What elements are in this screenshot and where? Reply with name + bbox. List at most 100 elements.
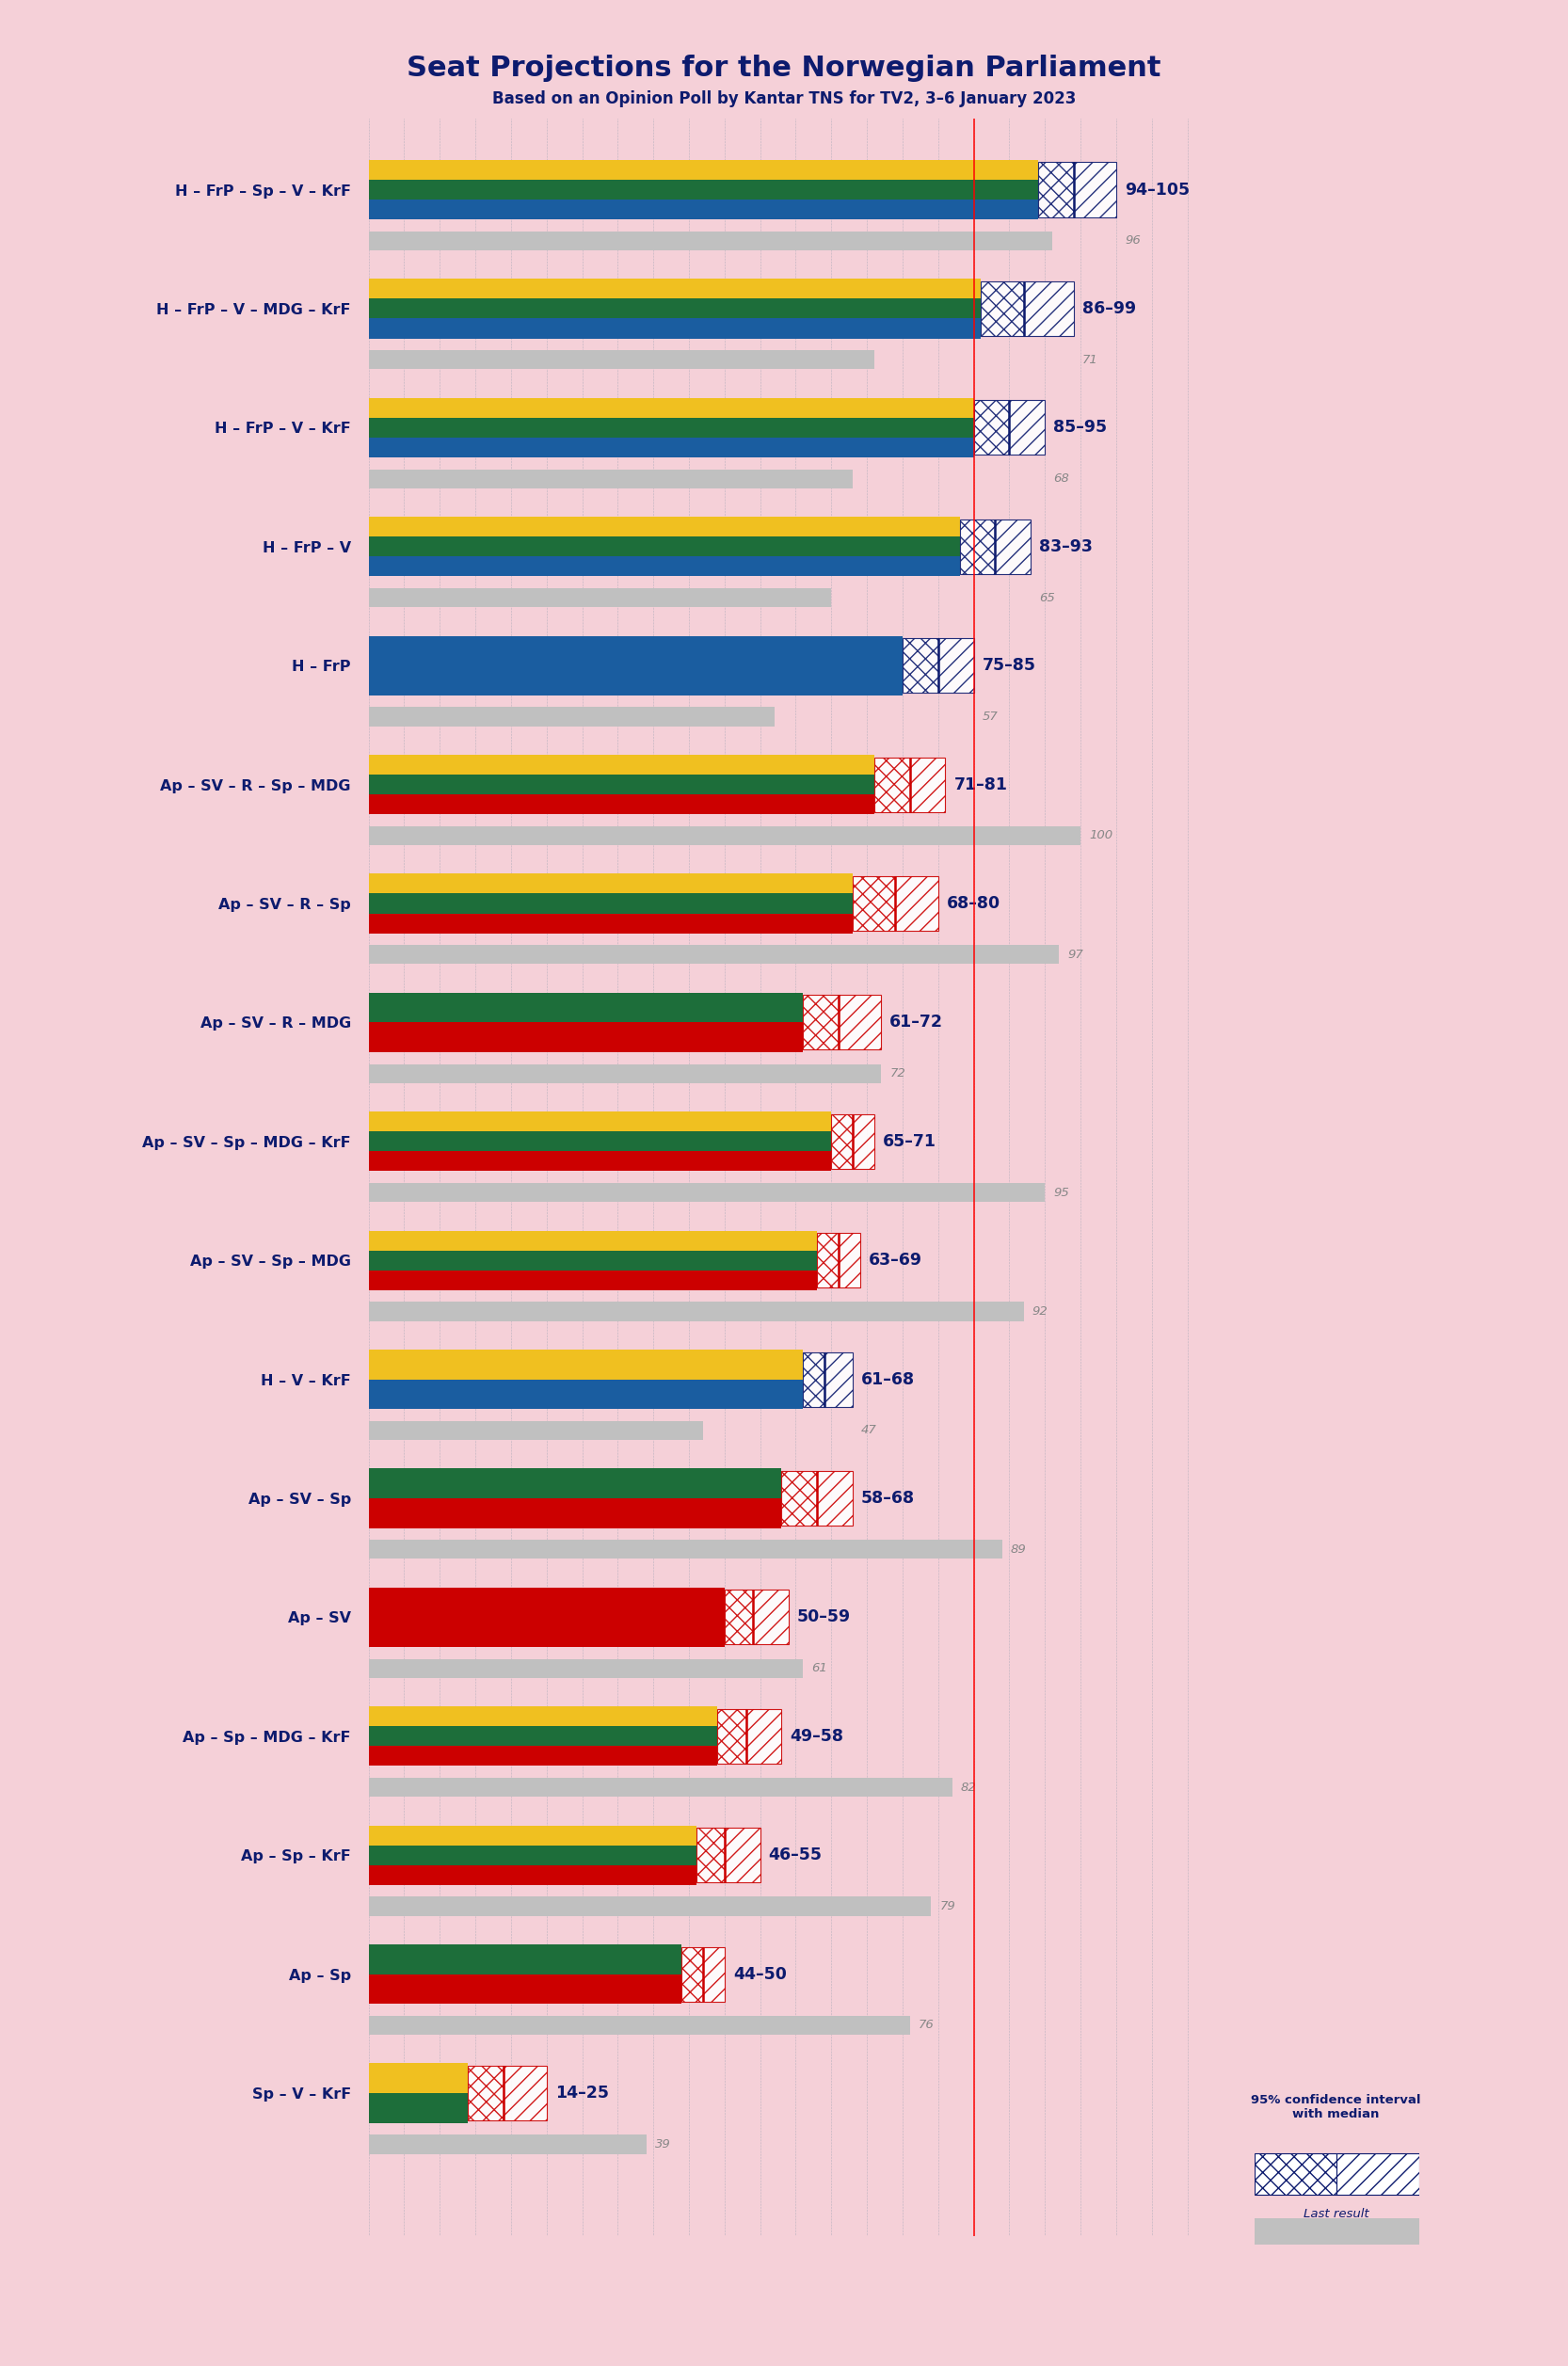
Bar [909,757,946,812]
Bar [974,400,1010,454]
Bar [368,1727,718,1746]
Bar [746,1708,781,1763]
Text: 100: 100 [1090,830,1113,842]
Text: 65: 65 [1040,592,1055,603]
Bar [503,2066,547,2120]
Bar [368,944,1060,963]
Bar [817,1472,853,1526]
Bar [368,1746,718,1765]
Bar [753,1590,789,1644]
Bar [368,350,873,369]
Text: 71–81: 71–81 [953,776,1008,793]
Bar [368,2063,469,2094]
Text: 68–80: 68–80 [947,894,1000,911]
Bar [368,556,960,577]
Text: Based on an Opinion Poll by Kantar TNS for TV2, 3–6 January 2023: Based on an Opinion Poll by Kantar TNS f… [492,90,1076,106]
Text: 49–58: 49–58 [790,1727,844,1744]
Text: 86–99: 86–99 [1082,300,1135,317]
Bar [781,1472,817,1526]
Text: 82: 82 [961,1782,977,1793]
Bar [1024,282,1074,336]
Bar [368,1112,831,1131]
Bar [368,537,960,556]
Bar [1038,163,1074,218]
Text: 50–59: 50–59 [797,1609,851,1625]
Bar [368,873,853,894]
Bar [853,1114,873,1169]
Bar [469,2066,503,2120]
Bar [368,279,982,298]
Text: 75–85: 75–85 [982,658,1036,674]
Text: 47: 47 [861,1424,877,1436]
Text: 61–72: 61–72 [889,1015,944,1032]
Bar [368,298,982,319]
Bar [718,1708,746,1763]
Text: 68: 68 [1054,473,1069,485]
Bar [368,438,974,457]
Bar [938,639,974,693]
Text: 79: 79 [939,1900,955,1912]
Text: 63–69: 63–69 [869,1252,922,1268]
Bar [368,1379,803,1410]
Bar [368,913,853,932]
Bar [368,199,1038,220]
Text: 96: 96 [1124,234,1140,246]
Bar [982,282,1024,336]
Bar [1254,2153,1336,2196]
Bar [368,2134,646,2153]
Bar [368,1864,696,1886]
Bar [368,1540,1002,1559]
Bar [368,795,873,814]
Bar [368,1271,817,1289]
Bar [368,468,853,487]
Bar [368,1706,718,1727]
Bar [368,1469,781,1498]
Bar [853,875,895,930]
Bar [368,1131,831,1152]
Text: 92: 92 [1032,1306,1047,1318]
Text: 14–25: 14–25 [555,2084,608,2101]
Bar [368,419,974,438]
Bar [702,1947,724,2002]
Bar [368,1973,682,2004]
Text: 94–105: 94–105 [1124,182,1190,199]
Bar [368,774,873,795]
Bar [696,1829,724,1883]
Bar [368,1022,803,1053]
Bar [368,826,1080,845]
Bar [368,589,831,608]
Bar [368,1183,1044,1202]
Bar [368,894,853,913]
Text: 89: 89 [1011,1543,1027,1554]
Bar [817,1233,839,1287]
Text: 44–50: 44–50 [734,1966,787,1983]
Bar [368,707,775,726]
Bar [368,1827,696,1845]
Bar [368,516,960,537]
Bar [368,1301,1024,1320]
Bar [839,1233,859,1287]
Bar [1336,2153,1419,2196]
Bar [368,1349,803,1379]
Bar [368,636,903,665]
Bar [368,1498,781,1528]
Text: 46–55: 46–55 [768,1848,822,1864]
Text: 71: 71 [1082,353,1098,367]
Bar [368,665,903,696]
Bar [368,1152,831,1171]
Bar [368,232,1052,251]
Bar [960,518,996,575]
Bar [368,1252,817,1271]
Text: 95: 95 [1054,1185,1069,1200]
Text: 61: 61 [811,1663,828,1675]
Text: 83–93: 83–93 [1040,537,1093,556]
Bar [368,1659,803,1677]
Bar [895,875,938,930]
Bar [903,639,938,693]
Text: 39: 39 [655,2139,671,2151]
Bar [368,1845,696,1864]
Bar [368,1230,817,1252]
Bar [724,1590,753,1644]
Bar [1010,400,1044,454]
Text: 57: 57 [982,710,999,722]
